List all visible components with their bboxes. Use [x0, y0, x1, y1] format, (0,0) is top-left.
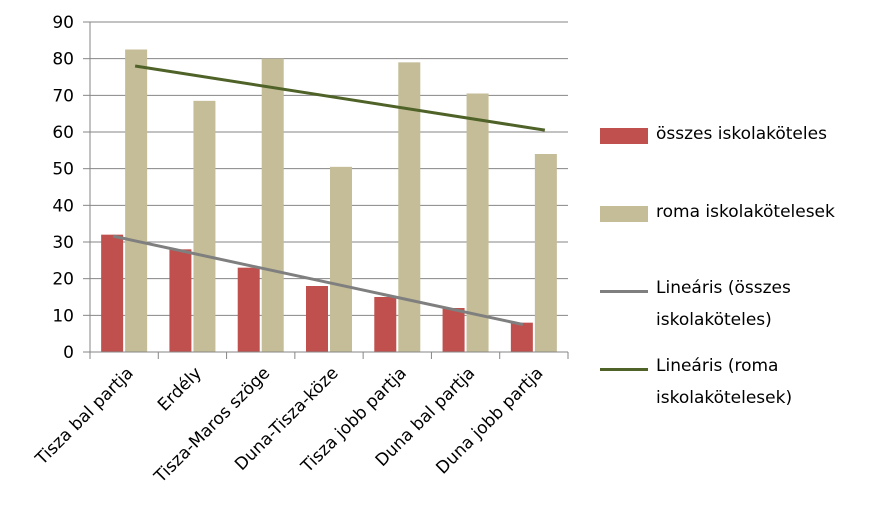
- y-tick-labels: 0 10 20 30 40 50 60 70 80 90: [52, 13, 74, 363]
- trendlines: [112, 64, 546, 326]
- y-tick-label: 30: [52, 233, 74, 253]
- legend-item-trend-roma: Lineáris (roma iskolakötelesek): [600, 350, 866, 414]
- y-tick-label: 70: [52, 86, 74, 106]
- legend-swatch-trend-osszes: [600, 290, 648, 293]
- bar-osszes: [306, 286, 328, 352]
- y-tick-label: 20: [52, 270, 74, 290]
- legend-label-trend-osszes: Lineáris (összes iskolaköteles): [656, 278, 791, 330]
- y-tick-label: 60: [52, 123, 74, 143]
- category-label: Tisza-Maros szöge: [150, 363, 274, 487]
- legend-item-roma: roma iskolakötelesek: [600, 196, 866, 228]
- legend-label-roma: roma iskolakötelesek: [656, 202, 835, 222]
- legend-item-osszes: összes iskolaköteles: [600, 118, 866, 150]
- bar-roma: [125, 49, 148, 352]
- y-tick-label: 0: [63, 343, 74, 363]
- category-label: Tisza bal partja: [31, 363, 137, 469]
- legend-swatch-roma: [600, 206, 648, 222]
- bar-osszes: [237, 267, 260, 352]
- bars: [101, 49, 557, 353]
- legend-swatch-osszes: [600, 128, 648, 144]
- y-tick-label: 80: [52, 50, 74, 70]
- y-tick-label: 50: [52, 160, 74, 180]
- category-label: Erdély: [154, 363, 206, 415]
- bar-roma: [466, 93, 489, 352]
- bar-osszes: [510, 322, 533, 352]
- bar-osszes: [442, 308, 465, 352]
- trendline-roma: [134, 64, 546, 132]
- legend-label-trend-roma: Lineáris (roma iskolakötelesek): [656, 356, 793, 408]
- legend-label-osszes: összes iskolaköteles: [656, 124, 827, 144]
- legend-swatch-trend-roma: [600, 368, 648, 371]
- y-tick-label: 10: [52, 306, 74, 326]
- trendline-osszes: [112, 234, 524, 326]
- bar-roma: [398, 62, 421, 352]
- bar-roma: [261, 58, 284, 353]
- bar-roma: [534, 154, 557, 352]
- bar-roma: [330, 166, 352, 352]
- y-tick-label: 40: [52, 196, 74, 216]
- bar-osszes: [374, 297, 397, 352]
- bar-osszes: [169, 249, 192, 352]
- bar-osszes: [101, 234, 124, 352]
- y-tick-label: 90: [52, 13, 74, 33]
- bar-roma: [193, 100, 216, 352]
- axes: [83, 21, 569, 359]
- gridlines: [90, 21, 568, 316]
- legend-item-trend-osszes: Lineáris (összes iskolaköteles): [600, 272, 866, 336]
